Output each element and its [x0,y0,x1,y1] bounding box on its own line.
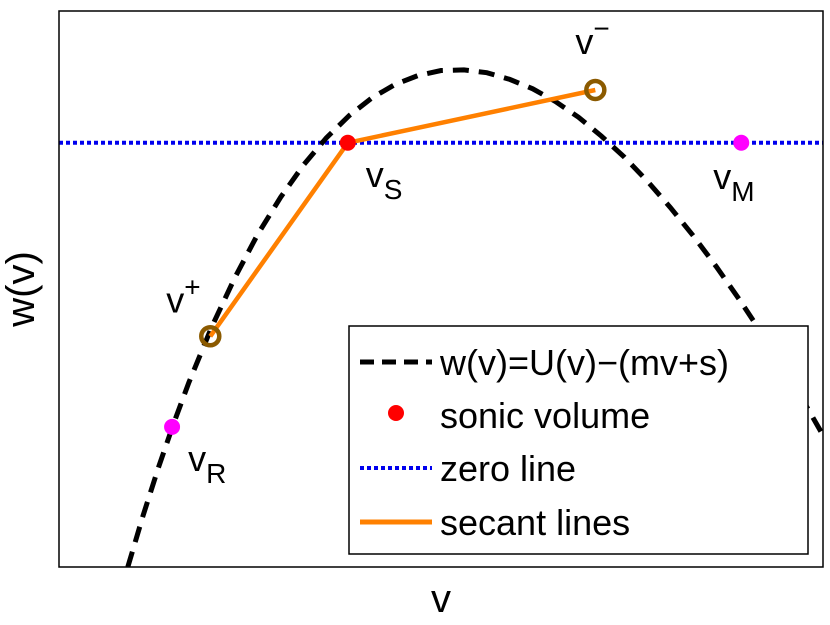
point-vplus [199,325,222,348]
point-vminus [584,78,607,102]
plot-frame [58,10,824,568]
legend-entry-1-label: sonic volume [440,395,650,436]
legend-box [348,325,809,555]
point-vR [164,418,181,435]
x-axis-label: v [431,577,451,621]
point-label-vminus: v− [575,13,609,62]
y-axis-label: w(v) [0,251,43,328]
point-vS [339,134,356,151]
legend-entry-2-label: zero line [440,448,576,489]
legend: w(v)=U(v)−(mv+s) sonic volume zero line sec… [348,325,809,555]
plot-layer [59,67,823,567]
legend-entry-3-label: secant lines [440,502,630,543]
legend-entry-0-label: w(v)=U(v)−(mv+s) [439,342,729,383]
point-vM [733,134,750,151]
curve-w-of-v [125,67,823,567]
legend-entry-1-swatch [388,405,404,421]
